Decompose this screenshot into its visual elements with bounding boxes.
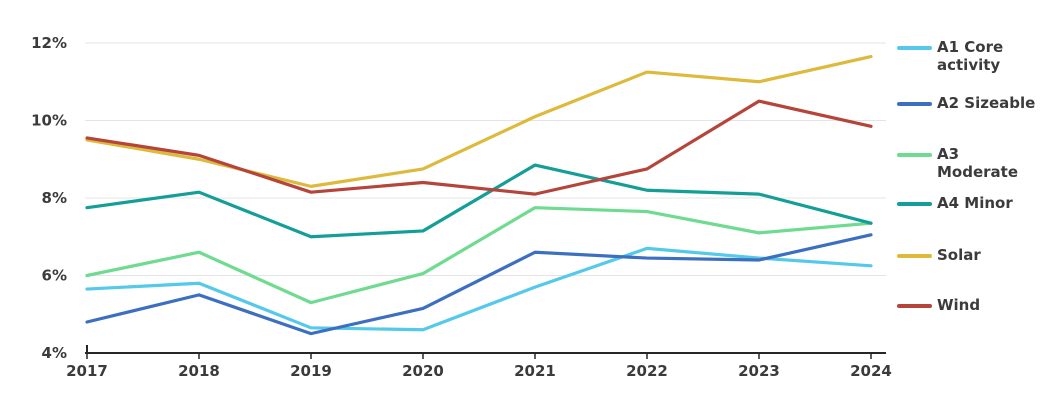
legend-swatch-a4-minor <box>897 202 932 206</box>
legend-label-line: Wind <box>937 296 981 314</box>
legend-item-solar: Solar <box>897 246 981 264</box>
legend-swatch-a2-sizeable <box>897 102 932 106</box>
legend-label-line: Solar <box>937 246 981 264</box>
legend-label-line: Moderate <box>937 163 1019 181</box>
x-axis-tick-label: 2021 <box>514 362 556 380</box>
legend-item-a1-core-activity: A1 Core activity <box>897 38 1003 74</box>
series-line-a4-minor <box>85 163 873 239</box>
x-axis-tick-label: 2024 <box>850 362 892 380</box>
legend-label: Wind <box>937 296 980 314</box>
y-axis-tick-label: 8% <box>42 189 67 207</box>
legend-swatch-a1-core-activity <box>897 46 932 50</box>
legend-item-a3-moderate: A3 Moderate <box>897 145 1018 181</box>
x-axis-tick-label: 2020 <box>402 362 444 380</box>
legend-item-a4-minor: A4 Minor <box>897 194 1013 212</box>
legend-label: A2 Sizeable <box>937 94 1035 112</box>
legend-swatch-solar <box>897 254 932 258</box>
legend-label: A3 Moderate <box>937 145 1018 181</box>
legend-item-a2-sizeable: A2 Sizeable <box>897 94 1035 112</box>
series-line-a3-moderate <box>85 206 873 305</box>
x-axis-tick-label: 2023 <box>738 362 780 380</box>
legend-label: A4 Minor <box>937 194 1013 212</box>
legend-label-line: A1 Core <box>937 38 1004 56</box>
y-axis-tick-label: 12% <box>31 34 67 52</box>
legend-label: A1 Core activity <box>937 38 1003 74</box>
legend-label-line: activity <box>937 56 1001 74</box>
legend-swatch-a3-moderate <box>897 153 932 157</box>
y-axis-tick-label: 6% <box>42 267 67 285</box>
legend-swatch-wind <box>897 304 932 308</box>
series-line-wind <box>85 99 873 196</box>
x-axis-tick-label: 2017 <box>66 362 108 380</box>
y-axis-tick-label: 10% <box>31 112 67 130</box>
legend-label-line: A2 Sizeable <box>937 94 1036 112</box>
x-axis-tick-label: 2019 <box>290 362 332 380</box>
legend-label: Solar <box>937 246 981 264</box>
legend-label-line: A3 <box>937 145 960 163</box>
series-line-a1-core-activity <box>85 246 873 332</box>
series-line-a2-sizeable <box>85 233 873 336</box>
series-line-solar <box>85 54 873 188</box>
x-axis-tick-label: 2018 <box>178 362 220 380</box>
legend: A1 Core activity A2 Sizeable A3 Moderate A4 M… <box>897 0 1063 420</box>
legend-item-wind: Wind <box>897 296 980 314</box>
y-axis-tick-label: 4% <box>42 344 67 362</box>
x-axis-tick-label: 2022 <box>626 362 668 380</box>
legend-label-line: A4 Minor <box>937 194 1013 212</box>
